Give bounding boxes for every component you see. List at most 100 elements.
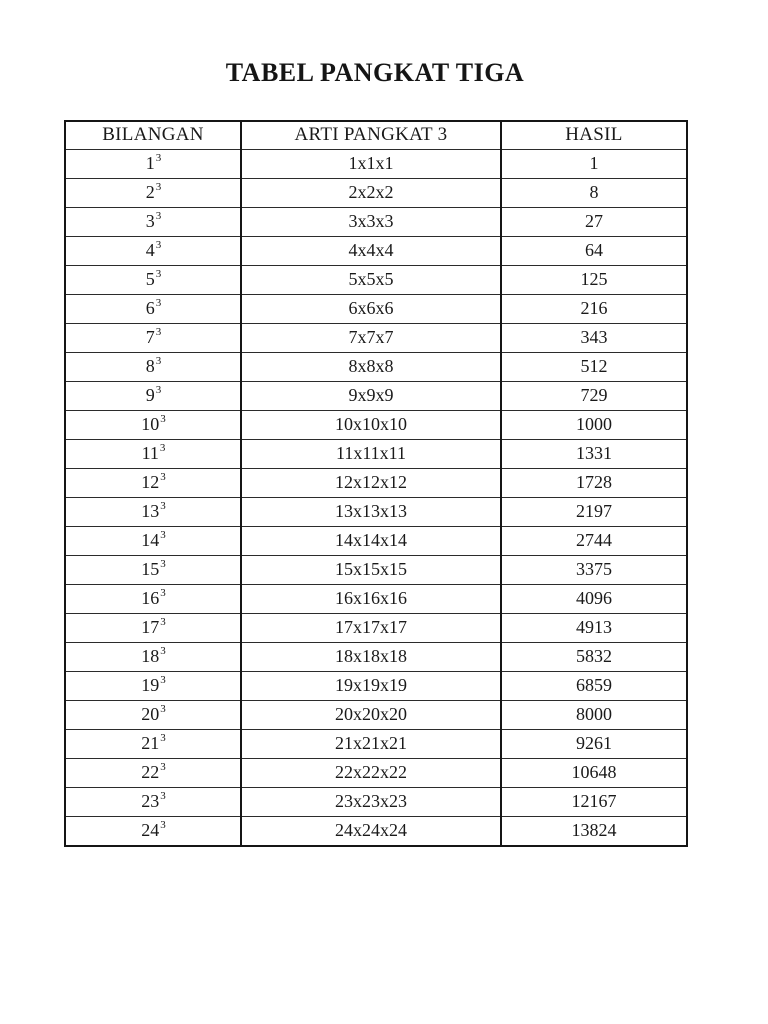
cell-arti-pangkat-3: 9x9x9: [240, 381, 502, 411]
cell-hasil: 2197: [500, 497, 688, 527]
cell-arti-pangkat-3: 23x23x23: [240, 787, 502, 817]
base-number: 17: [141, 617, 160, 638]
cell-bilangan: 73: [64, 323, 242, 353]
table-header: BILANGAN ARTI PANGKAT 3 HASIL: [64, 120, 688, 150]
table-header-row: BILANGAN ARTI PANGKAT 3 HASIL: [64, 120, 688, 150]
cell-bilangan: 143: [64, 526, 242, 556]
exponent: 3: [155, 210, 162, 223]
table-row: 33 3x3x3 27: [64, 207, 688, 237]
base-number: 3: [145, 211, 155, 232]
cell-bilangan: 23: [64, 178, 242, 208]
document-content: TABEL PANGKAT TIGA BILANGAN ARTI PANGKAT…: [64, 0, 688, 847]
cell-hasil: 125: [500, 265, 688, 295]
cell-hasil: 13824: [500, 816, 688, 847]
table-row: 143 14x14x14 2744: [64, 526, 688, 556]
column-header-hasil: HASIL: [500, 120, 688, 150]
cell-arti-pangkat-3: 11x11x11: [240, 439, 502, 469]
exponent: 3: [159, 442, 166, 455]
cell-hasil: 27: [500, 207, 688, 237]
exponent: 3: [155, 297, 162, 310]
cell-bilangan: 243: [64, 816, 242, 847]
base-number: 18: [141, 646, 160, 667]
exponent: 3: [155, 384, 162, 397]
base-number: 1: [145, 153, 155, 174]
base-number: 13: [141, 501, 160, 522]
exponent: 3: [160, 558, 166, 571]
cell-hasil: 729: [500, 381, 688, 411]
cell-bilangan: 133: [64, 497, 242, 527]
base-number: 21: [141, 733, 160, 754]
exponent: 3: [160, 732, 166, 745]
cell-hasil: 9261: [500, 729, 688, 759]
cell-hasil: 4913: [500, 613, 688, 643]
table-row: 183 18x18x18 5832: [64, 642, 688, 672]
table-row: 63 6x6x6 216: [64, 294, 688, 324]
cell-arti-pangkat-3: 2x2x2: [240, 178, 502, 208]
base-number: 24: [141, 820, 160, 841]
table-row: 223 22x22x22 10648: [64, 758, 688, 788]
cell-bilangan: 223: [64, 758, 242, 788]
cell-hasil: 1331: [500, 439, 688, 469]
cell-hasil: 512: [500, 352, 688, 382]
cell-bilangan: 103: [64, 410, 242, 440]
exponent: 3: [155, 355, 162, 368]
cell-hasil: 343: [500, 323, 688, 353]
cell-arti-pangkat-3: 7x7x7: [240, 323, 502, 353]
base-number: 5: [145, 269, 155, 290]
table-row: 203 20x20x20 8000: [64, 700, 688, 730]
exponent: 3: [160, 790, 166, 803]
cell-hasil: 1728: [500, 468, 688, 498]
cell-arti-pangkat-3: 12x12x12: [240, 468, 502, 498]
exponent: 3: [160, 674, 166, 687]
cell-bilangan: 123: [64, 468, 242, 498]
base-number: 2: [145, 182, 155, 203]
table-row: 193 19x19x19 6859: [64, 671, 688, 701]
base-number: 10: [141, 414, 160, 435]
cell-hasil: 8: [500, 178, 688, 208]
exponent: 3: [155, 152, 162, 165]
cell-bilangan: 33: [64, 207, 242, 237]
base-number: 15: [141, 559, 160, 580]
base-number: 16: [141, 588, 160, 609]
cell-arti-pangkat-3: 4x4x4: [240, 236, 502, 266]
exponent: 3: [160, 413, 166, 426]
base-number: 19: [141, 675, 160, 696]
base-number: 11: [141, 443, 159, 464]
table-row: 233 23x23x23 12167: [64, 787, 688, 817]
exponent: 3: [160, 761, 166, 774]
cell-arti-pangkat-3: 16x16x16: [240, 584, 502, 614]
exponent: 3: [155, 268, 162, 281]
exponent: 3: [160, 819, 166, 832]
cell-bilangan: 173: [64, 613, 242, 643]
cell-bilangan: 153: [64, 555, 242, 585]
base-number: 23: [141, 791, 160, 812]
column-header-bilangan: BILANGAN: [64, 120, 242, 150]
table-row: 93 9x9x9 729: [64, 381, 688, 411]
cell-hasil: 8000: [500, 700, 688, 730]
table-row: 103 10x10x10 1000: [64, 410, 688, 440]
base-number: 22: [141, 762, 160, 783]
cell-arti-pangkat-3: 18x18x18: [240, 642, 502, 672]
exponent: 3: [155, 326, 162, 339]
cell-arti-pangkat-3: 20x20x20: [240, 700, 502, 730]
exponent: 3: [160, 500, 166, 513]
table-row: 83 8x8x8 512: [64, 352, 688, 382]
exponent: 3: [160, 645, 166, 658]
cell-hasil: 2744: [500, 526, 688, 556]
table-row: 133 13x13x13 2197: [64, 497, 688, 527]
column-header-arti-pangkat-3: ARTI PANGKAT 3: [240, 120, 502, 150]
cell-arti-pangkat-3: 21x21x21: [240, 729, 502, 759]
cell-arti-pangkat-3: 3x3x3: [240, 207, 502, 237]
cell-bilangan: 63: [64, 294, 242, 324]
cell-hasil: 10648: [500, 758, 688, 788]
table-row: 213 21x21x21 9261: [64, 729, 688, 759]
cell-arti-pangkat-3: 22x22x22: [240, 758, 502, 788]
exponent: 3: [160, 529, 166, 542]
cell-bilangan: 203: [64, 700, 242, 730]
cell-arti-pangkat-3: 24x24x24: [240, 816, 502, 847]
cell-hasil: 216: [500, 294, 688, 324]
base-number: 9: [145, 385, 155, 406]
cell-hasil: 6859: [500, 671, 688, 701]
cell-hasil: 64: [500, 236, 688, 266]
